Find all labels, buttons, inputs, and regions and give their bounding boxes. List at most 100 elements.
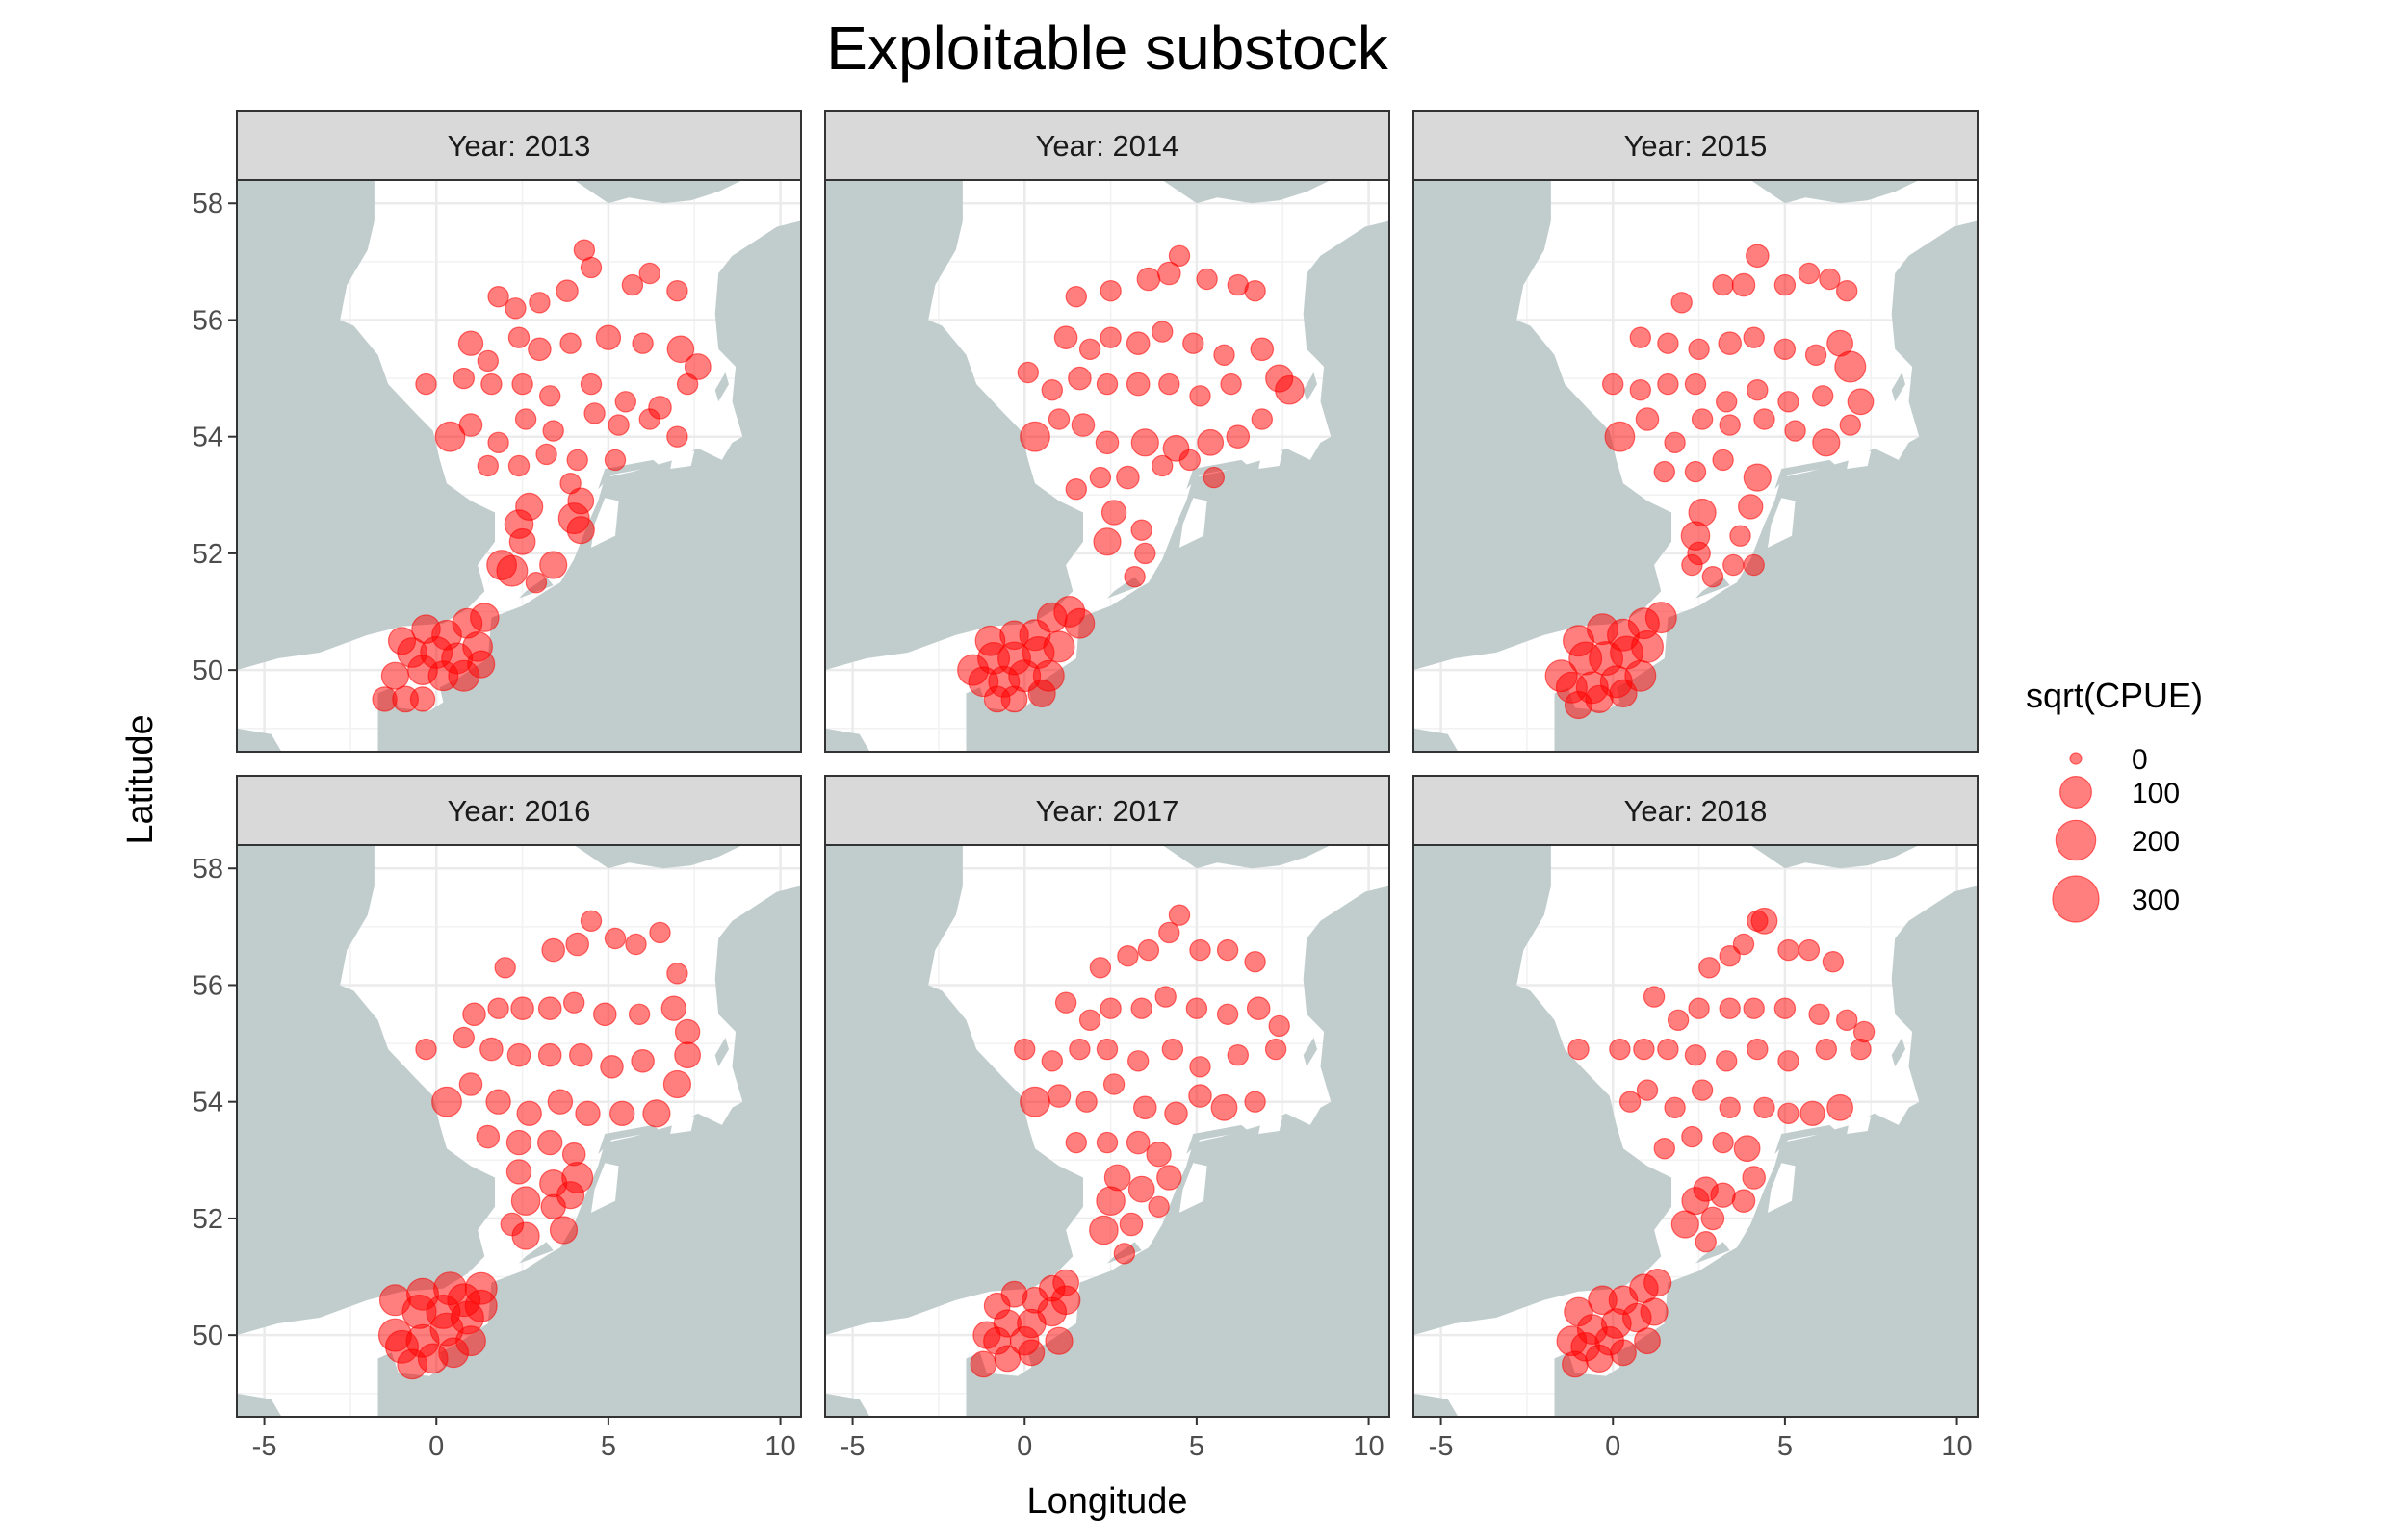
data-point — [1691, 408, 1714, 430]
data-point — [525, 572, 548, 594]
facet-strip — [236, 775, 802, 846]
data-point — [1722, 553, 1745, 577]
data-point — [1216, 1003, 1239, 1026]
land-mass — [825, 728, 870, 752]
data-point — [1168, 244, 1191, 267]
legend-key — [2059, 775, 2093, 808]
data-point — [609, 1100, 635, 1127]
facet-strip-label: Year: 2014 — [1036, 129, 1179, 163]
data-point — [1773, 997, 1797, 1019]
data-point — [1216, 938, 1239, 962]
island — [1774, 1124, 1837, 1155]
data-point — [1089, 466, 1112, 489]
data-point — [1127, 1175, 1155, 1203]
data-point — [1244, 1091, 1266, 1113]
land-mass — [825, 1032, 840, 1085]
land-mass — [1750, 180, 1920, 204]
data-point — [505, 297, 527, 320]
facet-strip-label: Year: 2015 — [1624, 129, 1768, 163]
data-point — [565, 932, 589, 957]
data-point — [1095, 430, 1120, 455]
data-point — [514, 408, 537, 430]
data-point — [580, 256, 603, 279]
data-point — [1653, 460, 1676, 483]
data-point — [1750, 907, 1778, 935]
data-point — [464, 1289, 498, 1322]
data-point — [1189, 938, 1211, 962]
data-point — [1681, 1125, 1703, 1148]
data-point — [477, 454, 499, 477]
data-point — [487, 997, 509, 1019]
island — [1774, 459, 1837, 490]
data-point — [458, 1072, 483, 1096]
data-point — [1117, 945, 1139, 967]
data-point — [1178, 449, 1202, 472]
land-mass — [966, 220, 1389, 752]
y-axis-title: Latitude — [120, 714, 161, 844]
land-mass — [1413, 367, 1428, 420]
data-point — [1020, 1086, 1050, 1117]
data-point — [1719, 945, 1741, 967]
facet-panel-1: Year: 2013 — [236, 110, 802, 753]
island — [1303, 1038, 1317, 1067]
data-point — [1743, 326, 1765, 348]
x-tick-label: 5 — [1777, 1431, 1793, 1462]
data-point — [1710, 1182, 1736, 1208]
data-point — [1719, 414, 1741, 436]
data-point — [1078, 1009, 1101, 1032]
data-point — [1715, 1050, 1738, 1072]
y-tick-label: 58 — [193, 189, 223, 219]
data-point — [1126, 372, 1151, 397]
island — [1891, 1038, 1905, 1067]
data-point — [1742, 1166, 1766, 1190]
data-point — [595, 324, 622, 350]
legend-label: 200 — [2132, 826, 2180, 858]
data-point — [1203, 466, 1226, 489]
data-point — [415, 1038, 437, 1061]
data-point — [1047, 1084, 1072, 1108]
data-point — [487, 431, 509, 453]
data-point — [1154, 986, 1177, 1008]
data-point — [628, 1003, 651, 1026]
data-point — [1839, 414, 1862, 436]
island — [1303, 372, 1317, 402]
inland-water — [1847, 1116, 1872, 1134]
data-point — [537, 1129, 563, 1156]
x-tick-label: 10 — [764, 1431, 795, 1462]
data-point — [1819, 268, 1841, 291]
inland-water — [670, 1116, 695, 1134]
y-tick-label: 52 — [193, 539, 223, 570]
data-point — [1151, 454, 1174, 477]
y-tick-label: 50 — [193, 655, 223, 686]
data-point — [479, 1037, 504, 1062]
panel-plot-area — [825, 845, 1389, 1417]
data-point — [431, 1086, 462, 1117]
facet-strip — [1412, 775, 1979, 846]
data-point — [983, 1326, 1012, 1355]
data-point — [1100, 500, 1127, 526]
data-point — [1020, 421, 1050, 452]
data-point — [477, 349, 499, 372]
data-point — [1712, 1131, 1734, 1154]
data-point — [1712, 273, 1734, 296]
land-mass — [1413, 1393, 1459, 1417]
data-point — [1688, 338, 1710, 360]
data-point — [1729, 525, 1751, 547]
data-point — [1804, 344, 1827, 366]
data-point — [1124, 566, 1146, 588]
legend-key — [2055, 819, 2097, 861]
data-point — [1798, 262, 1821, 285]
data-point — [1096, 1038, 1119, 1061]
data-point — [1100, 997, 1122, 1019]
data-point — [649, 921, 671, 944]
facet-panel-5: Year: 2017 — [824, 775, 1390, 1418]
data-point — [1737, 494, 1764, 520]
data-point — [666, 962, 688, 985]
data-point — [1089, 957, 1112, 979]
data-point — [1847, 388, 1875, 416]
data-point — [1826, 1093, 1853, 1121]
island — [519, 1242, 554, 1264]
data-point — [566, 516, 595, 545]
data-point — [516, 1100, 542, 1127]
